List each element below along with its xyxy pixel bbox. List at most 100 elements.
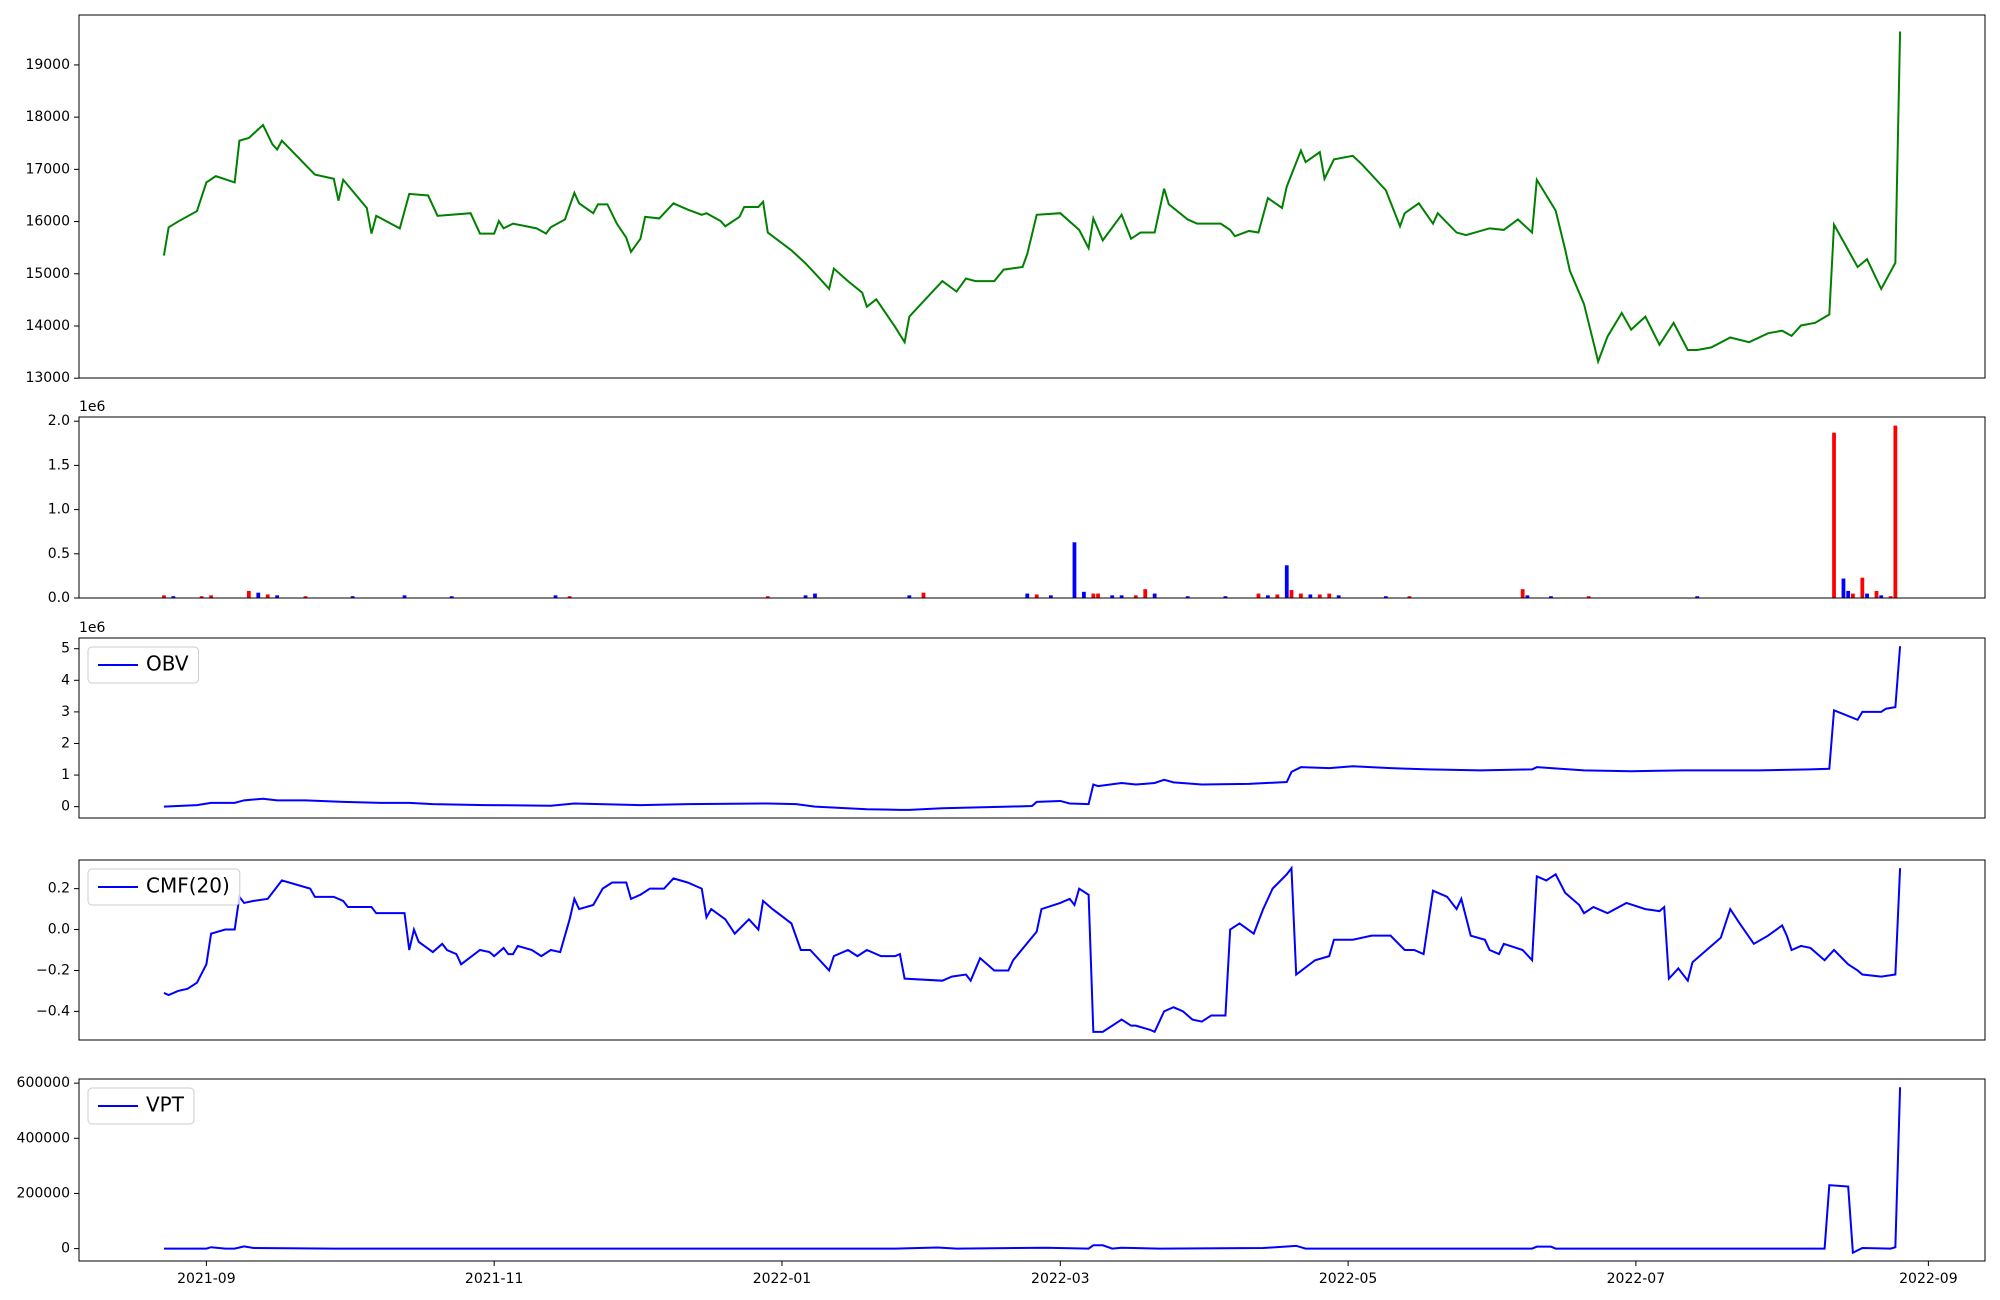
bar: [1846, 590, 1851, 598]
y-tick-label: 19000: [25, 57, 70, 73]
bar: [1185, 596, 1190, 598]
bar: [199, 596, 204, 598]
x-tick-label: 2022-01: [753, 1271, 812, 1287]
y-tick-label: 17000: [25, 161, 70, 177]
legend-label: VPT: [146, 1093, 185, 1117]
bar: [265, 594, 270, 598]
line: [162, 31, 1902, 365]
bar: [1525, 595, 1530, 598]
panel: 0 1 2 3 4 5 1e6 OBV: [61, 620, 1986, 819]
plot-area: [162, 425, 1898, 598]
legend-label: OBV: [146, 652, 189, 676]
bar: [1082, 591, 1086, 598]
bar: [1275, 594, 1280, 598]
panel: −0.4 −0.2 0.0 0.2 CMF(20): [36, 859, 1986, 1041]
axes-frame: [78, 416, 1986, 599]
bar: [303, 596, 308, 598]
axes-frame: [78, 859, 1986, 1041]
x-tick-label: 2022-03: [1031, 1271, 1090, 1287]
bar: [449, 596, 454, 598]
legend-box: [87, 1087, 195, 1125]
bar: [1266, 595, 1270, 598]
line: [163, 1087, 1902, 1255]
bar: [1874, 590, 1879, 598]
y-tick-label: 400000: [17, 1130, 70, 1146]
axes-frame: [78, 637, 1986, 819]
bar: [1383, 596, 1388, 598]
bar: [1549, 596, 1553, 598]
axes-frame: [78, 14, 1986, 379]
plot-area: [163, 1087, 1902, 1255]
bar: [1407, 596, 1412, 598]
bar: [803, 595, 808, 598]
bar: [1851, 593, 1855, 598]
panel: 0 200000 400000 600000 2021-09 2021-11 2022-01…: [17, 1075, 1986, 1287]
bar: [1256, 593, 1261, 598]
bar: [1586, 596, 1591, 598]
y-tick-label: 0.5: [48, 546, 70, 562]
y-tick-label: 600000: [17, 1075, 70, 1091]
bar: [1025, 593, 1030, 598]
y-tick-label: 2.0: [48, 413, 70, 429]
y-tick-label: 15000: [25, 266, 70, 282]
y-tick-label: 3: [61, 704, 70, 720]
y-tick-label: 2: [61, 735, 70, 751]
bar: [1143, 589, 1148, 598]
bar: [1299, 593, 1303, 598]
bar: [1832, 432, 1836, 598]
bar: [1317, 594, 1322, 598]
bar: [813, 593, 817, 598]
y-tick-label: 1.0: [48, 502, 70, 518]
x-tick-label: 2021-09: [177, 1271, 236, 1287]
bar: [1841, 578, 1846, 598]
y-tick-label: 14000: [25, 318, 70, 334]
bar: [765, 596, 770, 598]
bar: [402, 595, 407, 598]
y-tick-label: 4: [61, 672, 70, 688]
legend: OBV: [87, 646, 200, 684]
bar: [1888, 596, 1893, 598]
legend-label: CMF(20): [146, 874, 230, 898]
y-offset-text: 1e6: [79, 620, 106, 636]
bar: [1133, 595, 1138, 598]
bar: [567, 596, 572, 598]
bar: [350, 596, 355, 598]
y-tick-label: 0.0: [48, 922, 70, 938]
bar: [1119, 595, 1124, 598]
bar: [1860, 577, 1865, 598]
plot-area: [162, 31, 1902, 365]
plot-area: [163, 865, 1902, 1034]
y-tick-label: 200000: [17, 1185, 70, 1201]
bar: [1308, 594, 1313, 598]
y-tick-label: 18000: [25, 109, 70, 125]
y-tick-label: 0.0: [48, 590, 70, 606]
legend: CMF(20): [87, 868, 241, 906]
x-tick-label: 2022-09: [1899, 1271, 1958, 1287]
bar: [209, 595, 213, 598]
y-tick-label: 16000: [25, 214, 70, 230]
bar: [1072, 542, 1077, 598]
x-tick-label: 2022-07: [1607, 1271, 1666, 1287]
legend-box: [87, 646, 200, 684]
bar: [1110, 595, 1115, 598]
plot-area: [163, 646, 1902, 811]
bar: [1096, 593, 1100, 598]
y-tick-label: 5: [61, 641, 70, 657]
panel: 0.0 0.5 1.0 1.5 2.0 1e6: [48, 399, 1986, 606]
y-tick-label: 0.2: [48, 881, 70, 897]
bar: [1327, 593, 1332, 598]
x-tick-label: 2021-11: [465, 1271, 524, 1287]
y-tick-label: −0.2: [36, 962, 70, 978]
bar: [1048, 595, 1053, 598]
legend-box: [87, 868, 241, 906]
bar: [921, 592, 926, 598]
y-tick-label: 13000: [25, 370, 70, 386]
bar: [1223, 596, 1228, 598]
x-tick-label: 2022-05: [1319, 1271, 1378, 1287]
bar: [1152, 593, 1157, 598]
bar: [275, 595, 280, 598]
bar: [1520, 589, 1525, 598]
bar: [1034, 594, 1039, 598]
bar: [1893, 425, 1898, 598]
